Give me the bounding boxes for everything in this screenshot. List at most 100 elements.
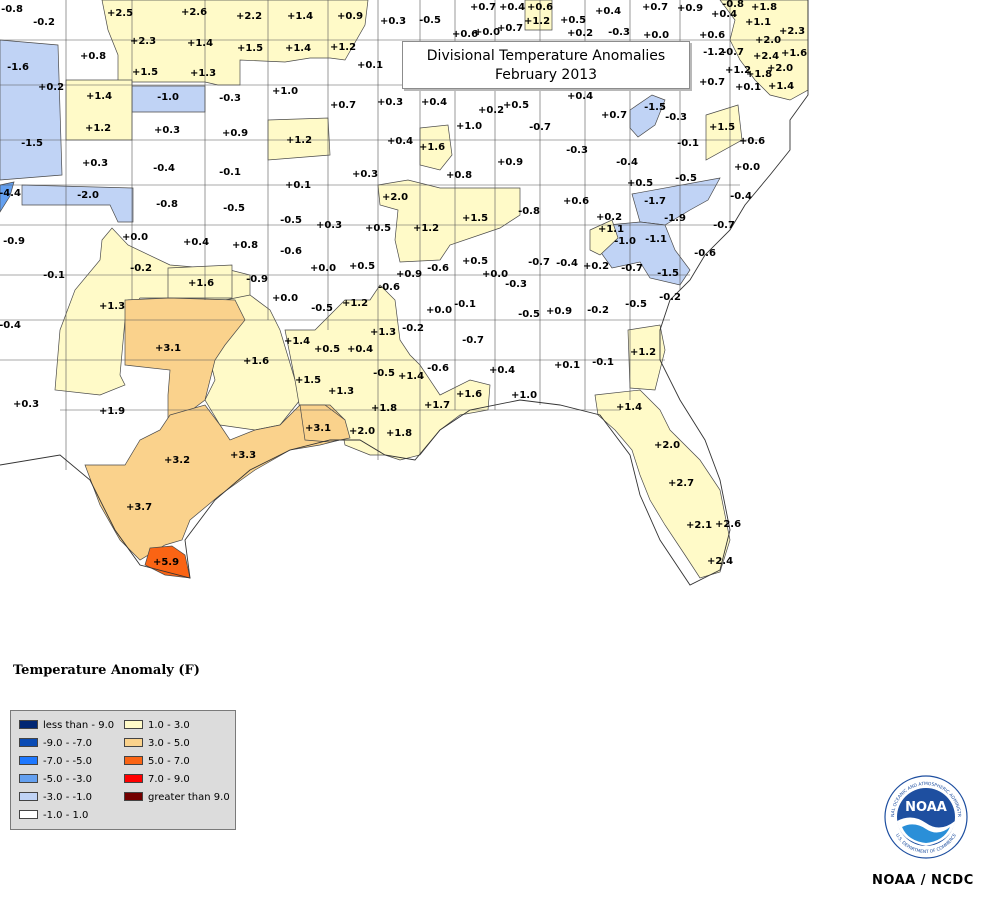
anomaly-value-label: +0.0 [474, 27, 500, 38]
anomaly-value-label: +0.5 [462, 256, 488, 267]
anomaly-value-label: -0.3 [608, 27, 630, 38]
anomaly-value-label: -0.6 [280, 246, 302, 257]
anomaly-value-label: +0.1 [735, 82, 761, 93]
anomaly-value-label: -0.5 [373, 368, 395, 379]
legend-swatch [124, 720, 143, 729]
anomaly-value-label: +0.4 [387, 136, 413, 147]
anomaly-value-label: +0.4 [489, 365, 515, 376]
legend: less than - 9.0 -9.0 - -7.0 -7.0 - -5.0 … [10, 710, 236, 830]
anomaly-value-label: +1.0 [456, 121, 482, 132]
divisional-temperature-map: -0.8 -0.2 +2.5 +2.6 +2.2 +1.4 +0.9 +0.3 -0.5 +0.7… [0, 0, 809, 586]
anomaly-value-label: -0.7 [621, 263, 643, 274]
anomaly-value-label: +1.4 [616, 402, 642, 413]
legend-item-7-to-9: 7.0 - 9.0 [124, 774, 190, 786]
legend-item-1-to-1: -1.0 - 1.0 [19, 810, 88, 822]
anomaly-value-label: +0.5 [560, 15, 586, 26]
anomaly-value-label: -1.2 [703, 47, 725, 58]
anomaly-value-label: -0.5 [625, 299, 647, 310]
legend-label: 1.0 - 3.0 [148, 720, 190, 731]
anomaly-value-label: +0.7 [497, 23, 523, 34]
anomaly-value-label: +0.7 [470, 2, 496, 13]
anomaly-value-label: +1.4 [285, 43, 311, 54]
anomaly-value-label: +1.2 [630, 347, 656, 358]
region-south-tx-hot [84, 404, 346, 561]
anomaly-value-label: +0.9 [396, 269, 422, 280]
anomaly-value-label: +1.8 [751, 2, 777, 13]
legend-item-less-than-9: less than - 9.0 [19, 720, 114, 732]
anomaly-value-label: -0.1 [43, 270, 65, 281]
anomaly-value-label: +0.9 [497, 157, 523, 168]
anomaly-value-label: +0.5 [365, 223, 391, 234]
anomaly-value-label: +1.9 [99, 406, 125, 417]
anomaly-value-label: +0.7 [330, 100, 356, 111]
anomaly-value-label: +1.2 [725, 65, 751, 76]
anomaly-value-label: +2.0 [349, 426, 375, 437]
credit-line: NOAA / NCDC [872, 873, 974, 888]
anomaly-value-label: +0.3 [316, 220, 342, 231]
anomaly-value-label: +0.2 [583, 261, 609, 272]
anomaly-value-label: +2.0 [382, 192, 408, 203]
anomaly-value-label: +0.6 [563, 196, 589, 207]
anomaly-value-label: +0.8 [80, 51, 106, 62]
noaa-logo-icon: NOAA NATIONAL OCEANIC AND ATMOSPHERIC AD… [884, 775, 968, 859]
anomaly-value-label: +2.3 [130, 36, 156, 47]
anomaly-value-label: +1.5 [709, 122, 735, 133]
anomaly-value-label: +0.0 [272, 293, 298, 304]
anomaly-value-label: +0.5 [503, 100, 529, 111]
noaa-logo-text: NOAA [905, 800, 947, 815]
anomaly-value-label: +0.0 [482, 269, 508, 280]
anomaly-value-label: -0.1 [454, 299, 476, 310]
anomaly-value-label: +0.5 [627, 178, 653, 189]
anomaly-value-label: +1.1 [745, 17, 771, 28]
anomaly-value-label: +0.4 [567, 91, 593, 102]
anomaly-value-label: +0.8 [232, 240, 258, 251]
legend-swatch [19, 792, 38, 801]
anomaly-value-label: +0.0 [734, 162, 760, 173]
anomaly-value-label: +1.2 [413, 223, 439, 234]
region-plains-warm [101, 0, 369, 86]
anomaly-value-label: +1.2 [286, 135, 312, 146]
anomaly-value-label: +0.0 [310, 263, 336, 274]
legend-swatch [19, 774, 38, 783]
anomaly-value-label: +1.2 [330, 42, 356, 53]
region-sw-cold [0, 181, 15, 213]
anomaly-value-label: +0.7 [642, 2, 668, 13]
anomaly-value-label: +0.9 [546, 306, 572, 317]
anomaly-value-label: -0.5 [223, 203, 245, 214]
anomaly-value-label: +1.5 [132, 67, 158, 78]
anomaly-value-label: -0.4 [730, 191, 752, 202]
anomaly-value-label: +0.2 [596, 212, 622, 223]
anomaly-value-label: +1.5 [295, 375, 321, 386]
legend-label: -5.0 - -3.0 [43, 774, 92, 785]
anomaly-value-label: +1.4 [284, 336, 310, 347]
anomaly-value-label: +0.6 [452, 29, 478, 40]
anomaly-labels: -0.8 -0.2 +2.5 +2.6 +2.2 +1.4 +0.9 +0.3 -0.5 +0.7… [0, 0, 807, 568]
anomaly-value-label: +2.0 [654, 440, 680, 451]
anomaly-value-label: +1.3 [328, 386, 354, 397]
region-nw-cool [0, 39, 63, 181]
anomaly-value-label: +0.3 [82, 158, 108, 169]
anomaly-value-label: +0.0 [643, 30, 669, 41]
legend-label: less than - 9.0 [43, 720, 115, 731]
anomaly-value-label: +1.4 [187, 38, 213, 49]
anomaly-value-label: +1.5 [462, 213, 488, 224]
anomaly-value-label: +1.6 [419, 142, 445, 153]
anomaly-value-label: -2.0 [77, 190, 99, 201]
anomaly-value-label: +1.7 [424, 400, 450, 411]
anomaly-value-label: +2.4 [707, 556, 733, 567]
anomaly-value-label: +2.6 [181, 7, 207, 18]
anomaly-value-label: +2.7 [668, 478, 694, 489]
anomaly-value-label: +0.3 [380, 16, 406, 27]
legend-label: -9.0 - -7.0 [43, 738, 92, 749]
anomaly-value-label: +1.4 [287, 11, 313, 22]
region-ga-coast-warm [627, 324, 666, 391]
anomaly-value-label: +0.2 [567, 28, 593, 39]
anomaly-value-label: +1.8 [386, 428, 412, 439]
region-west-cool [21, 184, 134, 223]
anomaly-value-label: -1.0 [614, 236, 636, 247]
anomaly-value-label: +0.4 [711, 9, 737, 20]
anomaly-value-label: +0.4 [183, 237, 209, 248]
anomaly-value-label: +1.3 [370, 327, 396, 338]
anomaly-value-label: +0.3 [377, 97, 403, 108]
legend-swatch [19, 738, 38, 747]
